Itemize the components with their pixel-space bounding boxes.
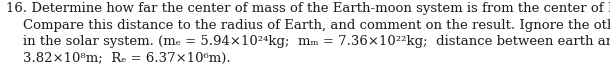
- Text: 16. Determine how far the center of mass of the Earth-moon system is from the ce: 16. Determine how far the center of mass…: [6, 2, 610, 65]
